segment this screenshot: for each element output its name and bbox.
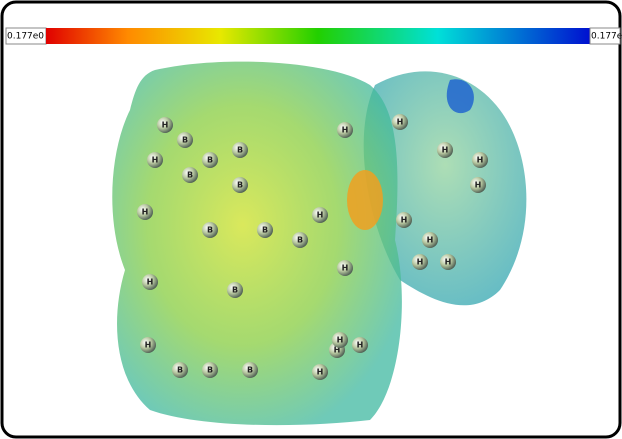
atom-label: H <box>427 236 434 245</box>
atom-label: B <box>237 146 243 155</box>
atom-label: H <box>417 258 424 267</box>
atom-label: H <box>442 146 449 155</box>
atom-label: B <box>207 226 213 235</box>
atom-label: B <box>207 366 213 375</box>
colorbar-right-label: 0.177e0 <box>591 32 622 42</box>
atom-label: H <box>317 211 324 220</box>
atom-label: H <box>162 121 169 130</box>
atom-label: B <box>297 236 303 245</box>
atom-label: B <box>232 286 238 295</box>
atom-label: H <box>152 156 159 165</box>
atom-label: B <box>237 181 243 190</box>
atom-label: B <box>187 171 193 180</box>
atom-label: H <box>357 341 364 350</box>
atom-label: H <box>475 181 482 190</box>
atom-label: H <box>401 216 408 225</box>
atom-label: B <box>247 366 253 375</box>
atom-label: B <box>207 156 213 165</box>
atom-label: H <box>445 258 452 267</box>
atom-label: H <box>317 368 324 377</box>
atom-label: H <box>145 341 152 350</box>
atom-label: H <box>397 118 404 127</box>
atom-label: H <box>337 336 344 345</box>
atom-label: B <box>177 366 183 375</box>
atom-label: H <box>477 156 484 165</box>
colorbar <box>46 28 590 44</box>
atom-label: B <box>182 136 188 145</box>
atom-label: B <box>262 226 268 235</box>
atom-label: H <box>342 126 349 135</box>
atom-label: H <box>142 208 149 217</box>
screenshot: 0.177e0 0.177e0 H B B B H H B B B B H H B B H H H H H H H H H H… <box>0 0 622 439</box>
atom-label: H <box>342 264 349 273</box>
colorbar-left-label: 0.177e0 <box>7 32 44 42</box>
atom-label: H <box>147 278 154 287</box>
